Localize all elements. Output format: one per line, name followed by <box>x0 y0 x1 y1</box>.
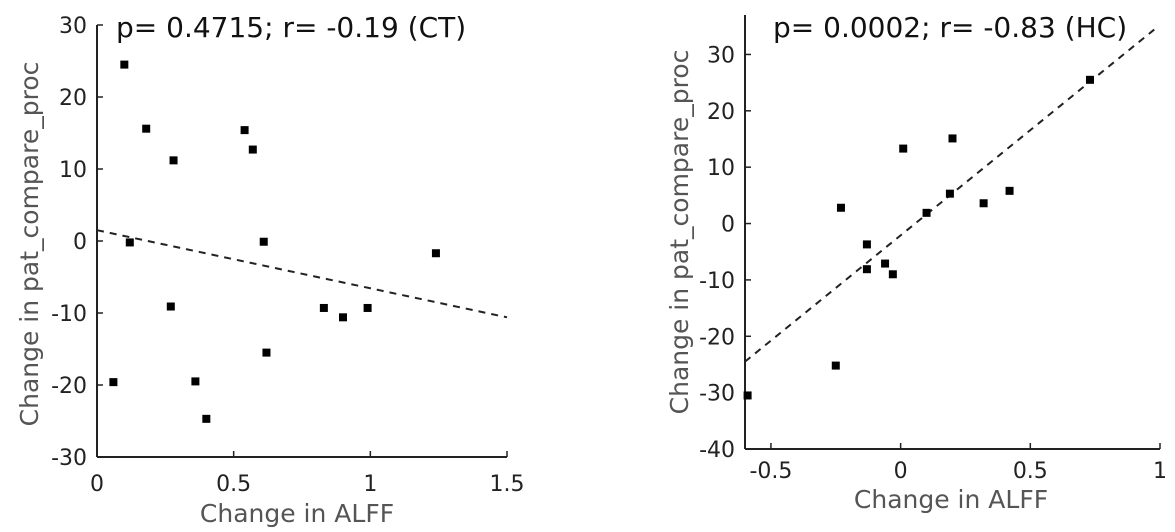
hc-y-tick-label: -20 <box>699 325 735 350</box>
ct-y-tick-label: 0 <box>73 230 87 255</box>
ct-data-point <box>166 302 175 311</box>
hc-x-tick-label: 1 <box>1153 459 1167 484</box>
hc-data-point <box>836 203 845 212</box>
ct-data-point <box>120 60 129 69</box>
ct-x-tick-label: 0.5 <box>216 472 251 497</box>
ct-data-point <box>191 377 200 386</box>
ct-data-point <box>431 249 440 258</box>
ct-data-point <box>142 124 151 133</box>
ct-data-point <box>363 303 372 312</box>
hc-data-point <box>831 361 840 370</box>
hc-y-tick-label: -10 <box>699 269 735 294</box>
hc-data-point <box>743 391 752 400</box>
ct-data-point <box>169 156 178 165</box>
ct-data-point <box>262 348 271 357</box>
ct-data-point <box>125 238 134 247</box>
ct-data-point <box>259 237 268 246</box>
ct-y-tick-label: 30 <box>59 14 87 39</box>
ct-regression-line <box>96 229 508 319</box>
ct-y-tick-label: -30 <box>51 446 87 471</box>
hc-data-point <box>862 240 871 249</box>
hc-data-point <box>862 265 871 274</box>
ct-x-tick-label: 1 <box>363 472 377 497</box>
hc-data-point <box>979 199 988 208</box>
ct-y-axis-label: Change in pat_compare_proc <box>15 62 44 427</box>
hc-y-tick-label: -40 <box>699 438 735 463</box>
hc-x-tick-label: 0.5 <box>1013 459 1048 484</box>
hc-x-tick-label: -0.5 <box>749 459 792 484</box>
ct-chart-title: p= 0.4715; r= -0.19 (CT) <box>116 11 466 44</box>
ct-data-point <box>339 313 347 322</box>
hc-y-axis-label: Change in pat_compare_proc <box>665 50 694 415</box>
ct-x-tick-label: 0 <box>90 472 104 497</box>
ct-data-point <box>319 303 328 312</box>
hc-data-point <box>922 208 931 217</box>
hc-data-point <box>948 134 957 143</box>
ct-x-tick-label: 1.5 <box>490 472 525 497</box>
ct-data-point <box>248 145 257 154</box>
ct-scatter-panel: p= 0.4715; r= -0.19 (CT) Change in ALFF … <box>15 11 525 528</box>
ct-y-tick-label: -10 <box>51 302 87 327</box>
hc-y-tick-label: 20 <box>707 100 735 125</box>
ct-y-tick-label: -20 <box>51 374 87 399</box>
hc-y-tick-label: 30 <box>707 43 735 68</box>
hc-x-tick-label: 0 <box>894 459 908 484</box>
ct-x-axis-label: Change in ALFF <box>200 499 394 528</box>
hc-y-tick-label: 10 <box>707 156 735 181</box>
hc-data-point <box>1005 186 1014 195</box>
hc-data-point <box>899 144 908 153</box>
ct-y-tick-label: 10 <box>59 158 87 183</box>
ct-data-point <box>240 126 249 135</box>
hc-chart-title: p= 0.0002; r= -0.83 (HC) <box>773 11 1127 44</box>
hc-data-point <box>888 270 897 279</box>
hc-scatter-panel: p= 0.0002; r= -0.83 (HC) Change in ALFF … <box>665 11 1167 514</box>
hc-y-tick-label: 0 <box>721 213 735 238</box>
ct-y-tick-label: 20 <box>59 86 87 111</box>
hc-x-axis-label: Change in ALFF <box>854 485 1048 514</box>
hc-data-point <box>1085 75 1094 84</box>
hc-y-tick-label: -30 <box>699 382 735 407</box>
hc-data-point <box>881 259 890 268</box>
hc-data-point <box>945 189 954 198</box>
ct-data-point <box>109 378 118 387</box>
ct-data-point <box>202 414 211 423</box>
